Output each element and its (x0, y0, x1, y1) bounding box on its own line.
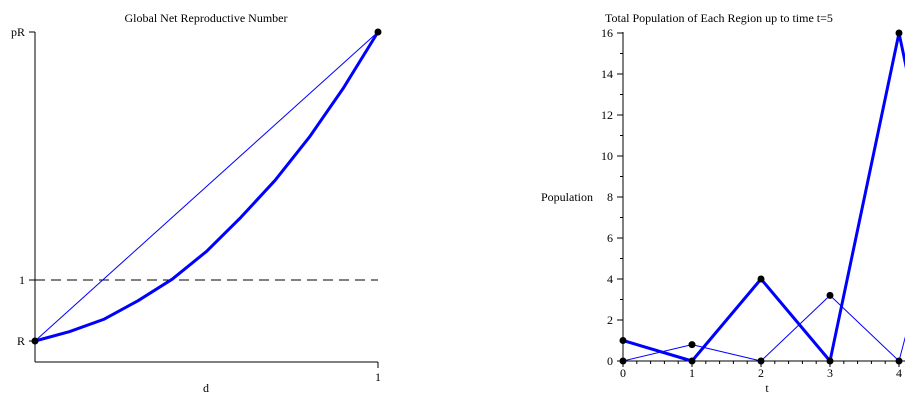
right-chart: Total Population of Each Region up to ti… (541, 11, 905, 394)
left-series (34, 31, 380, 343)
left-ticks: R 1 pR 1 (11, 25, 381, 384)
right-y-axis-label: Population (541, 190, 593, 204)
left-points (31, 28, 382, 345)
left-series-line-thin (34, 31, 379, 342)
right-data-point (826, 291, 834, 299)
right-x-tick-label: 1 (689, 366, 695, 380)
right-y-tick-label: 4 (607, 272, 613, 286)
right-series-line-thin (622, 294, 905, 362)
right-y-tick-label: 2 (607, 313, 613, 327)
right-y-tick-label: 16 (601, 26, 613, 40)
right-data-point (688, 341, 696, 349)
right-data-point (895, 29, 903, 37)
right-series (622, 31, 905, 363)
right-x-tick-label: 0 (620, 366, 626, 380)
right-points (619, 29, 903, 365)
right-data-point (895, 357, 903, 365)
right-x-tick-label: 3 (827, 366, 833, 380)
left-y-tick-label: 1 (19, 273, 25, 287)
right-data-point (619, 337, 627, 344)
left-x-tick-label: 1 (375, 370, 381, 384)
right-y-tick-label: 0 (607, 354, 613, 368)
left-y-tick-label: pR (11, 25, 25, 39)
right-series-line-thick (622, 31, 905, 363)
right-x-tick-label: 2 (758, 366, 764, 380)
right-chart-title: Total Population of Each Region up to ti… (605, 11, 833, 25)
right-x-tick-label: 4 (896, 366, 902, 380)
left-series-line-thick (34, 31, 380, 343)
right-y-tick-label: 8 (607, 190, 613, 204)
left-chart-title: Global Net Reproductive Number (125, 11, 288, 25)
right-data-point (688, 357, 696, 365)
left-y-tick-label: R (17, 334, 25, 348)
right-y-tick-label: 14 (601, 67, 613, 81)
right-y-tick-label: 12 (601, 108, 613, 122)
left-x-axis-label: d (203, 381, 209, 394)
right-data-point (826, 357, 834, 365)
left-data-point (31, 337, 39, 345)
left-chart: Global Net Reproductive Number R 1 pR 1 d (11, 11, 382, 394)
left-data-point (374, 28, 382, 36)
right-data-point (619, 357, 627, 365)
right-y-tick-label: 6 (607, 231, 613, 245)
right-data-point (757, 275, 765, 283)
right-x-axis-label: t (765, 381, 769, 394)
right-y-tick-label: 10 (601, 149, 613, 163)
right-data-point (757, 357, 765, 365)
